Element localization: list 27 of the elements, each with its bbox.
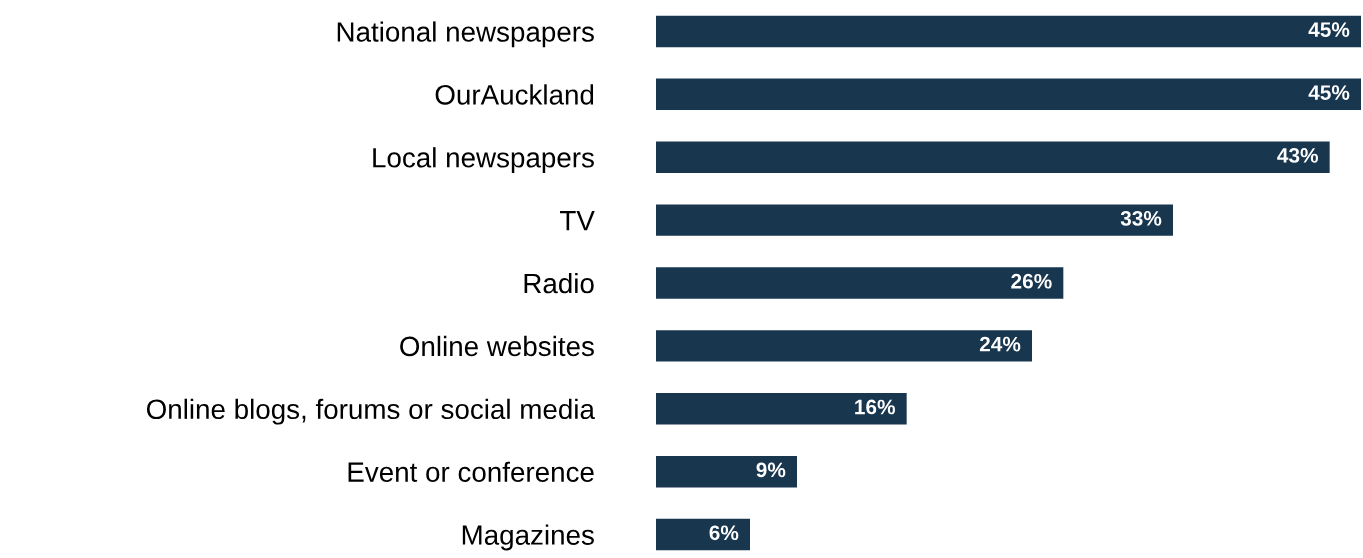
data-label: 16% [855,399,896,415]
bar [656,267,1064,299]
bar [656,141,1330,173]
y-tick-label: Radio [524,272,594,294]
data-label: 45% [1308,85,1350,100]
bar [656,204,1173,236]
data-label: 33% [1120,210,1162,226]
y-tick-label: Online blogs, forums or social media [146,398,595,425]
y-tick-label: Magazines [462,524,594,551]
data-label: 9% [756,462,786,478]
data-label: 24% [979,336,1021,352]
y-tick-label: Event or conference [348,461,594,483]
y-tick-label: Local newspapers [373,147,594,174]
y-tick-label: National newspapers [337,21,594,48]
bar [656,393,907,425]
data-label: 6% [709,525,739,541]
y-tick-label: Online websites [400,335,594,357]
data-label: 43% [1277,148,1319,163]
bar [656,78,1361,111]
y-tick-label: OurAuckland [435,84,594,105]
data-label: 45% [1308,22,1350,38]
data-label: 26% [1011,273,1052,289]
bar [656,455,797,488]
bar [656,330,1032,362]
bar [656,15,1361,48]
bar [656,518,750,551]
y-tick-label: TV [560,211,595,231]
